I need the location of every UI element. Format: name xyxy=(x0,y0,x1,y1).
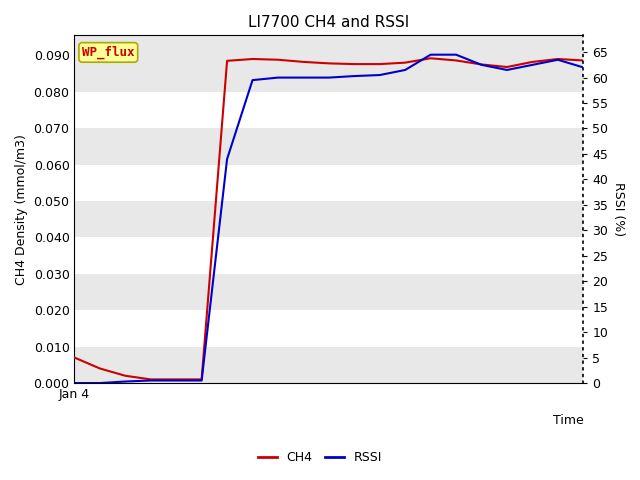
Title: LI7700 CH4 and RSSI: LI7700 CH4 and RSSI xyxy=(248,15,410,30)
Bar xyxy=(74,128,583,165)
Y-axis label: RSSI (%): RSSI (%) xyxy=(612,182,625,236)
Bar xyxy=(74,238,583,274)
Text: Time: Time xyxy=(552,414,583,427)
Bar xyxy=(74,274,583,310)
Bar xyxy=(74,201,583,238)
Bar xyxy=(74,165,583,201)
Bar xyxy=(74,310,583,347)
Legend: CH4, RSSI: CH4, RSSI xyxy=(253,446,387,469)
Bar xyxy=(74,36,583,55)
Bar xyxy=(74,347,583,383)
Text: WP_flux: WP_flux xyxy=(82,46,134,59)
Y-axis label: CH4 Density (mmol/m3): CH4 Density (mmol/m3) xyxy=(15,134,28,285)
Bar xyxy=(74,36,583,55)
Bar xyxy=(74,55,583,92)
Bar xyxy=(74,92,583,128)
